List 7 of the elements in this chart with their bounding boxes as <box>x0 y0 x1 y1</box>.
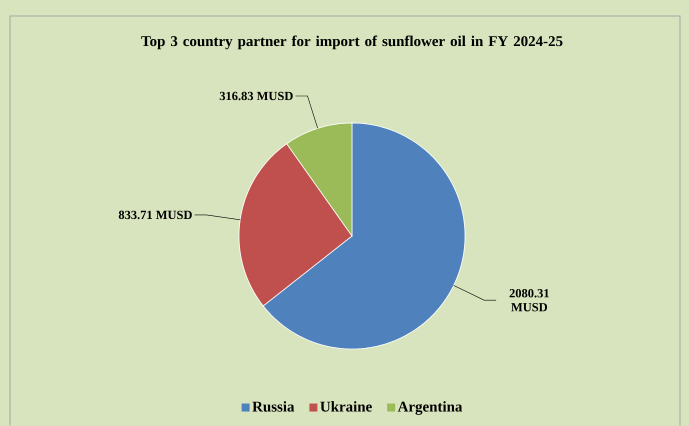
legend-label: Ukraine <box>320 401 372 412</box>
chart-title: Top 3 country partner for import of sunflower oil in FY 2024-25 <box>141 36 562 50</box>
legend-label: Russia <box>252 401 294 412</box>
data-label: 316.83 MUSD <box>220 92 293 100</box>
data-label: 833.71 MUSD <box>118 210 192 220</box>
legend-label: Argentina <box>398 401 462 415</box>
data-label: 2080.31 MUSD <box>510 289 549 312</box>
